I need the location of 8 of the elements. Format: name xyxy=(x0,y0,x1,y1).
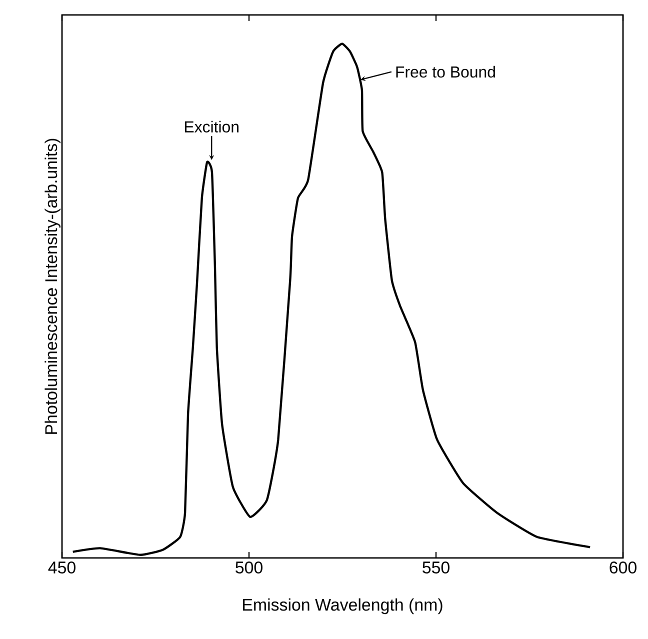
y-axis-title: Photoluminescence Intensity-(arb.units) xyxy=(44,138,60,434)
x-tick-label: 550 xyxy=(422,562,450,574)
annotation: Free to Bound xyxy=(396,66,495,78)
x-tick-label: 450 xyxy=(48,562,76,574)
x-tick-label: 600 xyxy=(610,562,636,574)
annotation: Excition xyxy=(185,120,238,133)
x-axis-title: Emission Wavelength (nm) xyxy=(243,598,442,614)
x-tick-label: 500 xyxy=(236,562,262,574)
